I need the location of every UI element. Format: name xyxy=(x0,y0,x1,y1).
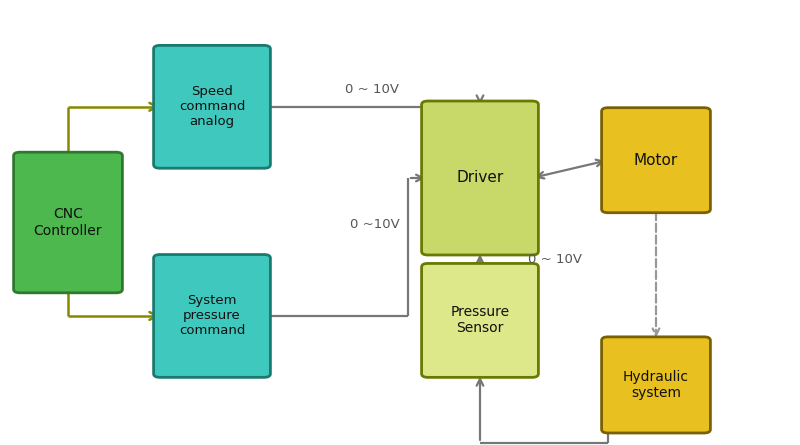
Text: Speed
command
analog: Speed command analog xyxy=(179,85,245,128)
Text: 0 ~ 10V: 0 ~ 10V xyxy=(528,253,582,266)
Text: Motor: Motor xyxy=(634,153,678,168)
FancyBboxPatch shape xyxy=(422,101,538,255)
FancyBboxPatch shape xyxy=(154,45,270,168)
Text: Driver: Driver xyxy=(456,170,504,186)
FancyBboxPatch shape xyxy=(154,255,270,377)
FancyBboxPatch shape xyxy=(602,108,710,213)
Text: System
pressure
command: System pressure command xyxy=(179,295,245,337)
Text: 0 ~10V: 0 ~10V xyxy=(350,218,400,231)
Text: Pressure
Sensor: Pressure Sensor xyxy=(450,305,510,336)
Text: Hydraulic
system: Hydraulic system xyxy=(623,370,689,400)
Text: CNC
Controller: CNC Controller xyxy=(34,207,102,238)
FancyBboxPatch shape xyxy=(14,152,122,293)
FancyBboxPatch shape xyxy=(422,263,538,377)
FancyBboxPatch shape xyxy=(602,337,710,433)
Text: 0 ~ 10V: 0 ~ 10V xyxy=(345,83,399,96)
